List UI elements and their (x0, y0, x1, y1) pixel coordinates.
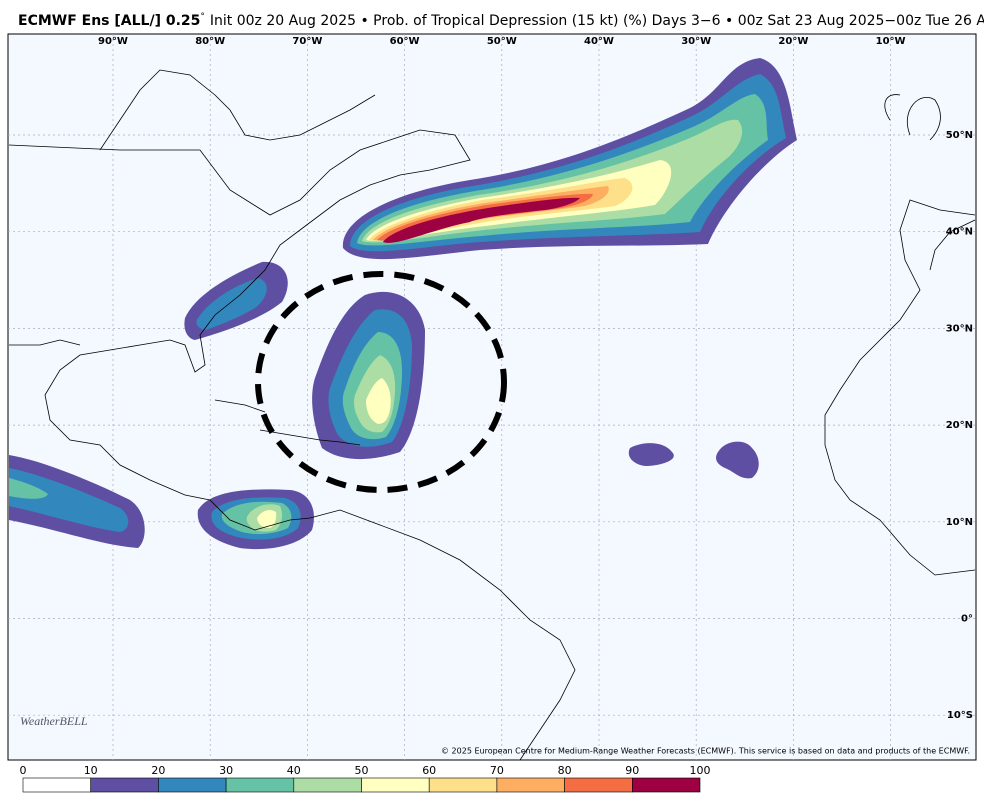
lon-label: 70°W (292, 36, 322, 47)
colorbar-swatch (158, 777, 227, 793)
colorbar-swatch (225, 777, 295, 793)
title-rest: Init 00z 20 Aug 2025 • Prob. of Tropical… (210, 13, 984, 29)
lat-label: 10°S (947, 710, 973, 721)
colorbar-tick-label: 0 (20, 764, 27, 777)
lat-label: 20°N (946, 420, 973, 431)
title: ECMWF Ens [ALL/] 0.25° Init 00z 20 Aug 20… (18, 12, 984, 30)
graticule (8, 34, 976, 760)
colorbar: 0 10 20 30 40 50 60 70 80 90 100 (20, 764, 711, 793)
lat-label: 30°N (946, 323, 973, 334)
coastlines (8, 69, 976, 761)
lat-label: 10°N (946, 517, 973, 528)
probability-field (9, 58, 797, 550)
colorbar-swatch (22, 777, 91, 793)
title-bold: ECMWF Ens [ALL/] 0.25 (18, 13, 200, 29)
colorbar-tick-label: 50 (355, 764, 369, 777)
lat-label: 40°N (946, 227, 973, 238)
colorbar-swatch (564, 777, 633, 793)
colorbar-tick-label: 40 (287, 764, 301, 777)
colorbar-tick-label: 80 (558, 764, 572, 777)
lon-label: 50°W (487, 36, 517, 47)
colorbar-tick-label: 90 (625, 764, 639, 777)
colorbar-swatch (496, 777, 565, 793)
colorbar-swatch (428, 777, 498, 793)
lon-label: 60°W (390, 36, 420, 47)
colorbar-swatch (293, 777, 362, 793)
colorbar-tick-label: 60 (422, 764, 436, 777)
colorbar-tick-label: 70 (490, 764, 504, 777)
lat-label: 0° (961, 614, 973, 625)
lon-label: 10°W (876, 36, 906, 47)
lon-label: 80°W (195, 36, 225, 47)
colorbar-tick-label: 20 (151, 764, 165, 777)
logo: WeatherBELL (20, 714, 88, 728)
colorbar-tick-label: 100 (690, 764, 711, 777)
colorbar-swatch (90, 777, 159, 793)
colorbar-tick-label: 10 (84, 764, 98, 777)
colorbar-swatch (361, 777, 430, 793)
lat-label: 50°N (946, 130, 973, 141)
copyright: © 2025 European Centre for Medium-Range … (441, 747, 970, 756)
lon-label: 40°W (584, 36, 614, 47)
colorbar-tick-label: 30 (219, 764, 233, 777)
lon-label: 90°W (98, 36, 128, 47)
lon-label: 20°W (778, 36, 808, 47)
title-degree: ° (200, 12, 205, 22)
map-frame (7, 33, 977, 761)
lon-label: 30°W (681, 36, 711, 47)
highlight-circle (255, 271, 507, 493)
graticule-labels: 90°W 80°W 70°W 60°W 50°W 40°W 30°W 20°W 10°W 50°N… (98, 36, 973, 721)
colorbar-swatch (631, 777, 701, 793)
